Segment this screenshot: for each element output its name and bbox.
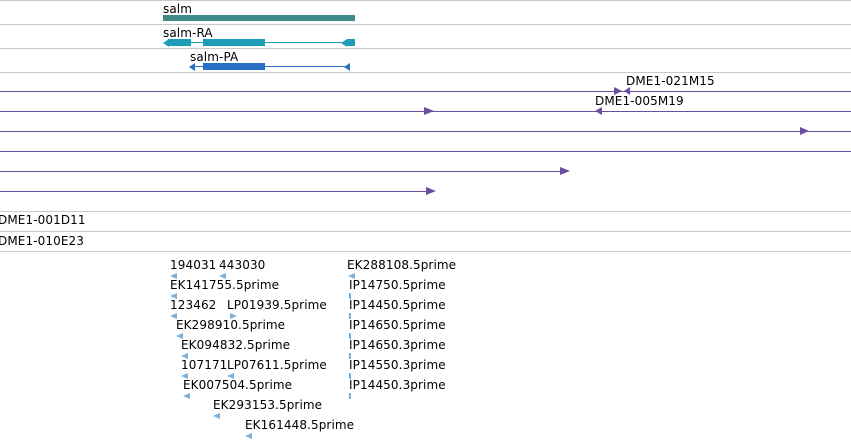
est-label: IP14650.3prime bbox=[349, 338, 446, 352]
est-label: EK141755.5prime bbox=[170, 278, 280, 292]
track-separator bbox=[0, 251, 851, 252]
est-feature[interactable] bbox=[348, 273, 355, 279]
track-separator bbox=[0, 0, 851, 1]
est-feature[interactable] bbox=[349, 393, 351, 399]
est-label: 443030 bbox=[219, 258, 266, 272]
track-separator bbox=[0, 211, 851, 212]
est-label: EK094832.5prime bbox=[181, 338, 291, 352]
gene-label: salm bbox=[163, 2, 193, 16]
est-label: IP14750.5prime bbox=[349, 278, 446, 292]
clone-label: DME1-010E23 bbox=[0, 234, 84, 248]
est-feature[interactable] bbox=[170, 273, 177, 279]
est-feature[interactable] bbox=[349, 333, 351, 339]
est-feature[interactable] bbox=[230, 313, 237, 319]
est-label: IP14650.5prime bbox=[349, 318, 446, 332]
est-feature[interactable] bbox=[227, 373, 234, 379]
est-label: 194031 bbox=[170, 258, 217, 272]
est-feature[interactable] bbox=[181, 373, 188, 379]
est-label: LP01939.5prime bbox=[227, 298, 327, 312]
track-separator bbox=[0, 231, 851, 232]
est-feature[interactable] bbox=[170, 293, 177, 299]
est-feature[interactable] bbox=[349, 373, 351, 379]
est-feature[interactable] bbox=[219, 273, 226, 279]
est-label: 123462 bbox=[170, 298, 217, 312]
gene-feature-salm[interactable] bbox=[163, 15, 355, 21]
est-feature[interactable] bbox=[183, 393, 190, 399]
est-label: IP14450.3prime bbox=[349, 378, 446, 392]
est-feature[interactable] bbox=[245, 433, 252, 439]
est-label: LP07611.5prime bbox=[227, 358, 327, 372]
transcript-label-pa: salm-PA bbox=[190, 50, 239, 64]
est-feature[interactable] bbox=[349, 353, 351, 359]
track-separator bbox=[0, 72, 851, 73]
est-label: IP14450.5prime bbox=[349, 298, 446, 312]
est-label: EK288108.5prime bbox=[347, 258, 457, 272]
est-label: 107171 bbox=[181, 358, 228, 372]
est-feature[interactable] bbox=[176, 333, 183, 339]
clone-label: DME1-021M15 bbox=[626, 74, 715, 88]
transcript-label-ra: salm-RA bbox=[163, 26, 213, 40]
est-feature[interactable] bbox=[181, 353, 188, 359]
clone-label: DME1-005M19 bbox=[595, 94, 684, 108]
est-label: EK161448.5prime bbox=[245, 418, 355, 432]
est-feature[interactable] bbox=[170, 313, 177, 319]
est-feature[interactable] bbox=[349, 313, 351, 319]
clone-label: DME1-001D11 bbox=[0, 213, 86, 227]
est-label: EK007504.5prime bbox=[183, 378, 293, 392]
track-separator bbox=[0, 48, 851, 49]
est-feature[interactable] bbox=[213, 413, 220, 419]
est-label: IP14550.3prime bbox=[349, 358, 446, 372]
est-label: EK293153.5prime bbox=[213, 398, 323, 412]
est-label: EK298910.5prime bbox=[176, 318, 286, 332]
track-separator bbox=[0, 24, 851, 25]
est-feature[interactable] bbox=[349, 293, 351, 299]
